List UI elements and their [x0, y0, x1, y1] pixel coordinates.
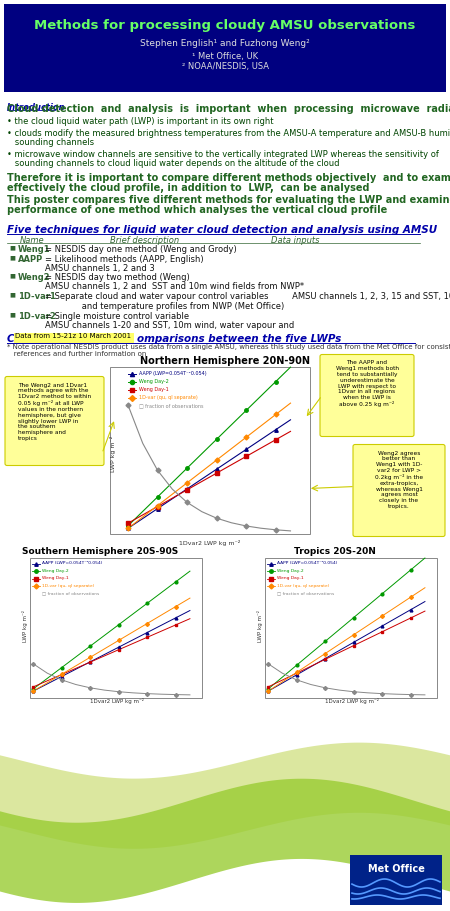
Text: LWP kg m⁻²: LWP kg m⁻²: [257, 610, 263, 642]
Text: □ fraction of observations: □ fraction of observations: [139, 404, 203, 408]
Text: Weng Day-2: Weng Day-2: [277, 569, 304, 573]
Text: ■: ■: [9, 312, 15, 317]
Bar: [14, 333, 134, 343]
FancyBboxPatch shape: [353, 445, 445, 537]
Text: LWP kg m⁻²: LWP kg m⁻²: [110, 435, 116, 472]
Bar: [30, 558, 202, 698]
Text: 1Dvar2 LWP kg m⁻²: 1Dvar2 LWP kg m⁻²: [180, 539, 241, 546]
Text: performance of one method which analyses the vertical cloud profile: performance of one method which analyses…: [7, 205, 387, 215]
Text: • clouds modify the measured brightness temperatures from the AMSU-A temperature: • clouds modify the measured brightness …: [7, 129, 450, 138]
Text: Data inputs: Data inputs: [271, 236, 319, 245]
Bar: [350, 855, 442, 905]
Text: and temperature profiles from NWP (Met Office): and temperature profiles from NWP (Met O…: [45, 302, 284, 311]
Text: AMSU channels 1-20 and SST, 10m wind, water vapour and: AMSU channels 1-20 and SST, 10m wind, wa…: [45, 321, 294, 330]
Text: LWP kg m⁻²: LWP kg m⁻²: [22, 610, 28, 642]
Text: ■: ■: [9, 245, 15, 250]
Text: 1D-var (qu, ql separate): 1D-var (qu, ql separate): [139, 395, 198, 401]
Text: AMSU channels 1, 2 and 3: AMSU channels 1, 2 and 3: [45, 263, 155, 272]
Text: The AAPP and
Weng1 methods both
tend to substantially
underestimate the
LWP with: The AAPP and Weng1 methods both tend to …: [336, 361, 399, 407]
Text: □ fraction of observations: □ fraction of observations: [277, 591, 334, 596]
Text: 1Dvar2 LWP kg m⁻²: 1Dvar2 LWP kg m⁻²: [325, 698, 379, 703]
Text: AMSU channels 1, 2 and  SST and 10m wind fields from NWP*: AMSU channels 1, 2 and SST and 10m wind …: [45, 282, 304, 291]
Polygon shape: [0, 779, 450, 903]
Text: ■: ■: [9, 273, 15, 279]
Text: 1D-var1: 1D-var1: [18, 292, 56, 301]
Text: Tropics 20S-20N: Tropics 20S-20N: [294, 547, 376, 556]
Text: effectively the cloud profile, in addition to  LWP,  can be analysed: effectively the cloud profile, in additi…: [7, 183, 369, 193]
Text: ■: ■: [9, 255, 15, 260]
Text: • the cloud liquid water path (LWP) is important in its own right: • the cloud liquid water path (LWP) is i…: [7, 117, 274, 126]
Text: Methods for processing cloudy AMSU observations: Methods for processing cloudy AMSU obser…: [34, 19, 416, 33]
Text: 1D-var2: 1D-var2: [18, 312, 56, 321]
Text: sounding channels: sounding channels: [7, 138, 94, 147]
Text: = Separate cloud and water vapour control variables         AMSU channels 1, 2, : = Separate cloud and water vapour contro…: [45, 292, 450, 301]
Text: Cloud detection  and  analysis  is  important  when  processing  microwave  radi: Cloud detection and analysis is importan…: [7, 104, 450, 114]
Text: Data from 15-21z 10 March 2001: Data from 15-21z 10 March 2001: [15, 333, 131, 340]
Text: ² NOAA/NESDIS, USA: ² NOAA/NESDIS, USA: [181, 63, 269, 71]
Text: □ fraction of observations: □ fraction of observations: [42, 591, 99, 596]
Text: ¹ Met Office, UK: ¹ Met Office, UK: [192, 52, 258, 60]
Text: Met Office: Met Office: [368, 864, 424, 874]
Text: Weng2 agrees
better than
Weng1 with 1D-
var2 for LWP >
0.2kg m⁻² in the
extra-tr: Weng2 agrees better than Weng1 with 1D- …: [375, 451, 423, 509]
FancyBboxPatch shape: [5, 376, 104, 466]
Bar: [4, 4, 446, 92]
Text: 1D-var (qu, ql separate): 1D-var (qu, ql separate): [277, 584, 329, 588]
Text: Name: Name: [20, 236, 45, 245]
Text: The Weng2 and 1Dvar1
methods agree with the
1Dvar2 method to within
0.05 kg m⁻² : The Weng2 and 1Dvar1 methods agree with …: [18, 383, 91, 441]
Text: Weng1: Weng1: [18, 245, 50, 254]
Text: AAPP: AAPP: [18, 255, 43, 264]
Text: Stephen English¹ and Fuzhong Weng²: Stephen English¹ and Fuzhong Weng²: [140, 39, 310, 48]
Text: • microwave window channels are sensitive to the vertically integrated LWP where: • microwave window channels are sensitiv…: [7, 150, 439, 159]
Text: sounding channels to cloud liquid water depends on the altitude of the cloud: sounding channels to cloud liquid water …: [7, 159, 339, 168]
Text: Brief description: Brief description: [110, 236, 179, 245]
Text: Weng Day-1: Weng Day-1: [277, 577, 304, 580]
Text: This poster compares five different methods for evaluating the LWP and examines : This poster compares five different meth…: [7, 195, 450, 205]
Text: = NESDIS day two method (Weng): = NESDIS day two method (Weng): [45, 273, 190, 282]
Text: Weng Day-1: Weng Day-1: [42, 577, 68, 580]
Text: AAPP (LWP=0.054T⁻²0.054): AAPP (LWP=0.054T⁻²0.054): [277, 561, 338, 566]
Text: Therefore it is important to compare different methods objectively  and to exami: Therefore it is important to compare dif…: [7, 173, 450, 183]
Bar: [265, 558, 437, 698]
Text: AAPP (LWP=0.054T⁻²0.054): AAPP (LWP=0.054T⁻²0.054): [139, 372, 207, 376]
Bar: [110, 366, 310, 534]
Text: omparisons between the five LWPs: omparisons between the five LWPs: [137, 333, 341, 343]
Text: * Note operational NESDIS product uses data from a single AMSU, whereas this stu: * Note operational NESDIS product uses d…: [7, 344, 450, 357]
Text: Introduction: Introduction: [7, 103, 66, 112]
Text: Weng2: Weng2: [18, 273, 50, 282]
Text: = Single moisture control variable: = Single moisture control variable: [45, 312, 189, 321]
Text: Five techniques for liquid water cloud detection and analysis using AMSU: Five techniques for liquid water cloud d…: [7, 225, 437, 235]
Text: Weng Day-2: Weng Day-2: [42, 569, 68, 573]
Text: 1Dvar2 LWP kg m⁻²: 1Dvar2 LWP kg m⁻²: [90, 698, 144, 703]
Text: Weng Day-2: Weng Day-2: [139, 380, 169, 384]
Text: Northern Hemisphere 20N-90N: Northern Hemisphere 20N-90N: [140, 356, 310, 366]
Text: = Likelihood methods (AAPP, English): = Likelihood methods (AAPP, English): [45, 255, 203, 264]
FancyBboxPatch shape: [320, 354, 414, 436]
Text: AAPP (LWP=0.054T⁻²0.054): AAPP (LWP=0.054T⁻²0.054): [42, 561, 103, 566]
Text: C: C: [7, 333, 14, 343]
Polygon shape: [0, 742, 450, 849]
Text: Southern Hemisphere 20S-90S: Southern Hemisphere 20S-90S: [22, 547, 178, 556]
Text: ■: ■: [9, 292, 15, 297]
Text: = NESDIS day one method (Weng and Grody): = NESDIS day one method (Weng and Grody): [45, 245, 237, 254]
Text: 1D-var (qu, ql separate): 1D-var (qu, ql separate): [42, 584, 94, 588]
Text: Weng Day-1: Weng Day-1: [139, 387, 169, 393]
